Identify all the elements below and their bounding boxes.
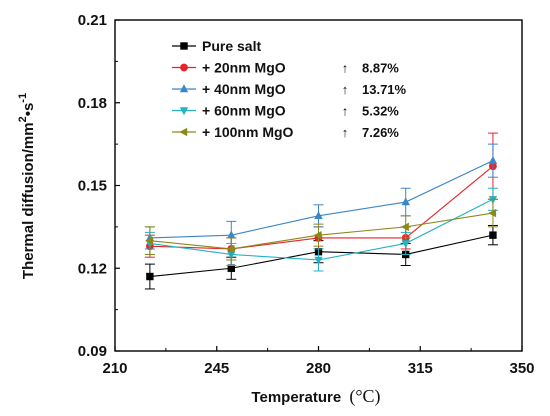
legend-label: + 40nm MgO — [202, 81, 286, 97]
up-arrow-icon: ↑ — [342, 61, 349, 76]
legend-item-1: Pure salt — [172, 38, 261, 54]
series-line — [149, 234, 494, 278]
data-point — [227, 230, 236, 239]
legend-swatch-marker — [180, 42, 188, 50]
data-point — [227, 264, 235, 272]
series-4 — [144, 187, 498, 272]
up-arrow-icon: ↑ — [342, 82, 349, 97]
data-point — [145, 236, 154, 245]
y-tick-label: 0.12 — [78, 260, 107, 277]
y-tick-label: 0.18 — [78, 95, 107, 112]
plot-layer — [144, 132, 498, 290]
legend-item-2: + 20nm MgO — [172, 60, 286, 76]
data-point — [401, 197, 410, 206]
y-axis: 0.09 0.12 0.15 0.18 0.21 — [78, 12, 120, 360]
legend-item-4: + 60nm MgO — [172, 103, 286, 119]
x-tick-label: 315 — [408, 360, 433, 377]
legend-swatch-marker — [179, 107, 189, 116]
data-point — [401, 222, 409, 232]
y-tick-label: 0.21 — [78, 12, 107, 29]
series-5 — [144, 198, 498, 261]
y-tick-label: 0.15 — [78, 178, 107, 195]
data-point — [313, 230, 322, 240]
plot-frame — [114, 19, 523, 352]
x-axis-unit: (°C) — [349, 386, 380, 407]
legend-label: Pure salt — [202, 38, 261, 54]
improvement-value: 8.87% — [362, 61, 399, 76]
legend-label: + 60nm MgO — [202, 103, 286, 119]
x-tick-label: 280 — [306, 360, 331, 377]
x-axis: 210 245 280 315 350 — [102, 346, 535, 377]
y-axis-title: Thermal diffusion/mm2•s-1 — [17, 93, 37, 279]
x-axis-label: Temperature — [251, 389, 341, 406]
legend-label: + 100nm MgO — [202, 124, 294, 140]
annotations: ↑ 8.87% ↑ 13.71% ↑ 5.32% ↑ 7.26% — [342, 61, 407, 141]
y-axis-mid: •s — [20, 103, 37, 117]
legend: Pure salt + 20nm MgO + 40nm MgO + 60nm MgO +… — [172, 38, 294, 140]
data-point — [146, 272, 154, 281]
improvement-value: 13.71% — [362, 82, 407, 97]
improvement-value: 5.32% — [362, 104, 399, 119]
legend-swatch-marker — [179, 127, 188, 137]
data-point — [488, 208, 497, 218]
data-point — [489, 231, 497, 239]
y-tick-label: 0.09 — [78, 343, 107, 360]
legend-item-5: + 100nm MgO — [172, 124, 294, 140]
improvement-annotation-1: ↑ 8.87% — [342, 61, 400, 76]
improvement-value: 7.26% — [362, 125, 399, 140]
y-axis-sup-2: 2 — [17, 116, 29, 122]
improvement-annotation-3: ↑ 5.32% — [342, 104, 400, 119]
up-arrow-icon: ↑ — [342, 125, 349, 140]
data-point — [226, 244, 235, 254]
series-line — [149, 160, 494, 239]
improvement-annotation-4: ↑ 7.26% — [342, 125, 400, 140]
y-axis-sup-minus-1: -1 — [17, 93, 29, 103]
x-axis-title: Temperature (°C) — [251, 386, 380, 407]
data-point — [488, 155, 498, 164]
data-point — [401, 240, 410, 249]
x-tick-label: 350 — [509, 360, 534, 377]
x-tick-label: 210 — [102, 360, 127, 377]
data-point — [314, 211, 323, 220]
improvement-annotation-2: ↑ 13.71% — [342, 82, 407, 97]
y-axis-label: Thermal diffusion/mm — [20, 122, 37, 279]
legend-swatch-marker — [179, 84, 189, 93]
legend-swatch-marker — [180, 63, 188, 72]
legend-item-3: + 40nm MgO — [172, 81, 286, 97]
legend-label: + 20nm MgO — [202, 60, 286, 76]
x-tick-label: 245 — [204, 360, 229, 377]
up-arrow-icon: ↑ — [342, 104, 349, 119]
data-point — [314, 256, 323, 265]
